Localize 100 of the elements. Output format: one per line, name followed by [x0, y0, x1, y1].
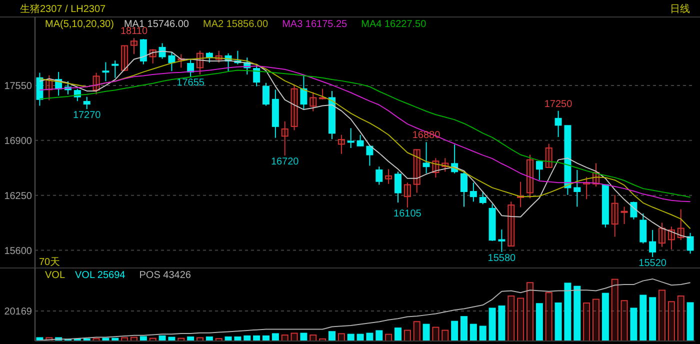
candlestick: [404, 182, 411, 208]
bar: [545, 292, 552, 341]
bar: [92, 338, 100, 341]
bar: [574, 286, 581, 341]
bar: [366, 332, 374, 341]
candlestick: [356, 134, 364, 147]
candlestick: [376, 166, 383, 186]
chart-title: 生猪2307 / LH2307: [20, 3, 106, 15]
candlestick: [630, 201, 638, 220]
y-tick-label: 16250: [4, 190, 32, 202]
bar: [140, 336, 147, 341]
bar: [376, 330, 383, 341]
bar: [442, 330, 449, 341]
bar: [432, 326, 440, 341]
candlestick: [649, 229, 656, 258]
candlestick: [385, 168, 392, 184]
bar: [215, 338, 222, 341]
candlestick: [319, 88, 326, 100]
candlestick: [668, 226, 675, 250]
candlestick: [620, 206, 628, 225]
chart-subtitle: 日线: [670, 3, 690, 15]
candlestick: [498, 229, 506, 252]
bar: [668, 301, 675, 341]
bar: [677, 296, 684, 341]
candlestick: [526, 154, 534, 199]
bar: [611, 278, 618, 341]
bar: [310, 334, 317, 341]
bar: [196, 337, 204, 341]
candlestick: [121, 45, 128, 72]
legend-title: VOL: [45, 270, 66, 281]
bar: [479, 326, 486, 341]
candlestick: [281, 120, 288, 156]
bar: [385, 334, 392, 341]
bar: [686, 302, 694, 341]
candlestick: [366, 146, 374, 166]
bar: [583, 302, 590, 341]
candlestick: [658, 222, 666, 248]
candlestick: [470, 182, 477, 202]
bar: [224, 336, 232, 341]
bar: [338, 333, 345, 341]
bar: [526, 282, 534, 341]
bar: [281, 334, 288, 341]
bar: [356, 334, 364, 341]
candlestick: [611, 194, 618, 238]
bar: [536, 303, 543, 341]
bar: [630, 308, 638, 341]
candlestick: [83, 96, 90, 110]
annotation: 70天: [39, 257, 60, 268]
candlestick: [394, 171, 402, 204]
candlestick: [310, 92, 317, 112]
candlestick: [686, 232, 694, 254]
bar: [394, 328, 402, 341]
bar: [470, 324, 477, 341]
candlestick: [554, 110, 562, 138]
candlestick: [413, 148, 420, 194]
candlestick: [479, 191, 486, 205]
candlestick: [347, 128, 354, 148]
candlestick: [140, 38, 147, 65]
text: MA3 16175.25: [282, 19, 348, 30]
text: MA4 16227.50: [361, 19, 427, 30]
annotation: 16720: [270, 156, 300, 168]
bar: [460, 316, 468, 341]
candlestick: [262, 82, 270, 106]
annotation: 15520: [638, 258, 667, 270]
bar: [272, 333, 279, 341]
candlestick: [640, 212, 647, 244]
text: VOL 25694: [75, 270, 126, 281]
candlestick: [102, 62, 110, 82]
candlestick: [130, 38, 138, 55]
text: POS 43426: [139, 270, 192, 281]
candlestick: [508, 201, 515, 247]
candlestick: [545, 143, 552, 168]
y-tick-label: 17550: [4, 80, 32, 92]
bar: [253, 335, 260, 341]
annotation: 17250: [544, 98, 573, 110]
candlestick: [253, 64, 260, 87]
legend-title: MA(5,10,20,30): [45, 19, 114, 30]
bar: [640, 294, 647, 341]
candlestick: [112, 60, 119, 78]
bar: [498, 305, 506, 341]
candlestick: [92, 72, 100, 95]
candlestick: [338, 134, 345, 154]
candlestick: [460, 171, 468, 208]
bar: [262, 335, 270, 341]
candlestick: [422, 142, 430, 174]
candlestick: [168, 52, 176, 72]
candlestick: [536, 161, 543, 181]
bar: [300, 332, 308, 341]
bar: [422, 324, 430, 341]
annotation: 16105: [394, 208, 422, 220]
bar: [187, 336, 194, 341]
bar: [347, 334, 354, 341]
candlestick: [574, 169, 581, 208]
candlestick: [290, 84, 298, 131]
annotation: 15580: [488, 252, 516, 264]
text: MA2 15856.00: [203, 19, 268, 30]
bar: [488, 308, 496, 341]
candlestick: [300, 74, 308, 110]
bar: [234, 336, 242, 341]
bar: [658, 290, 666, 341]
